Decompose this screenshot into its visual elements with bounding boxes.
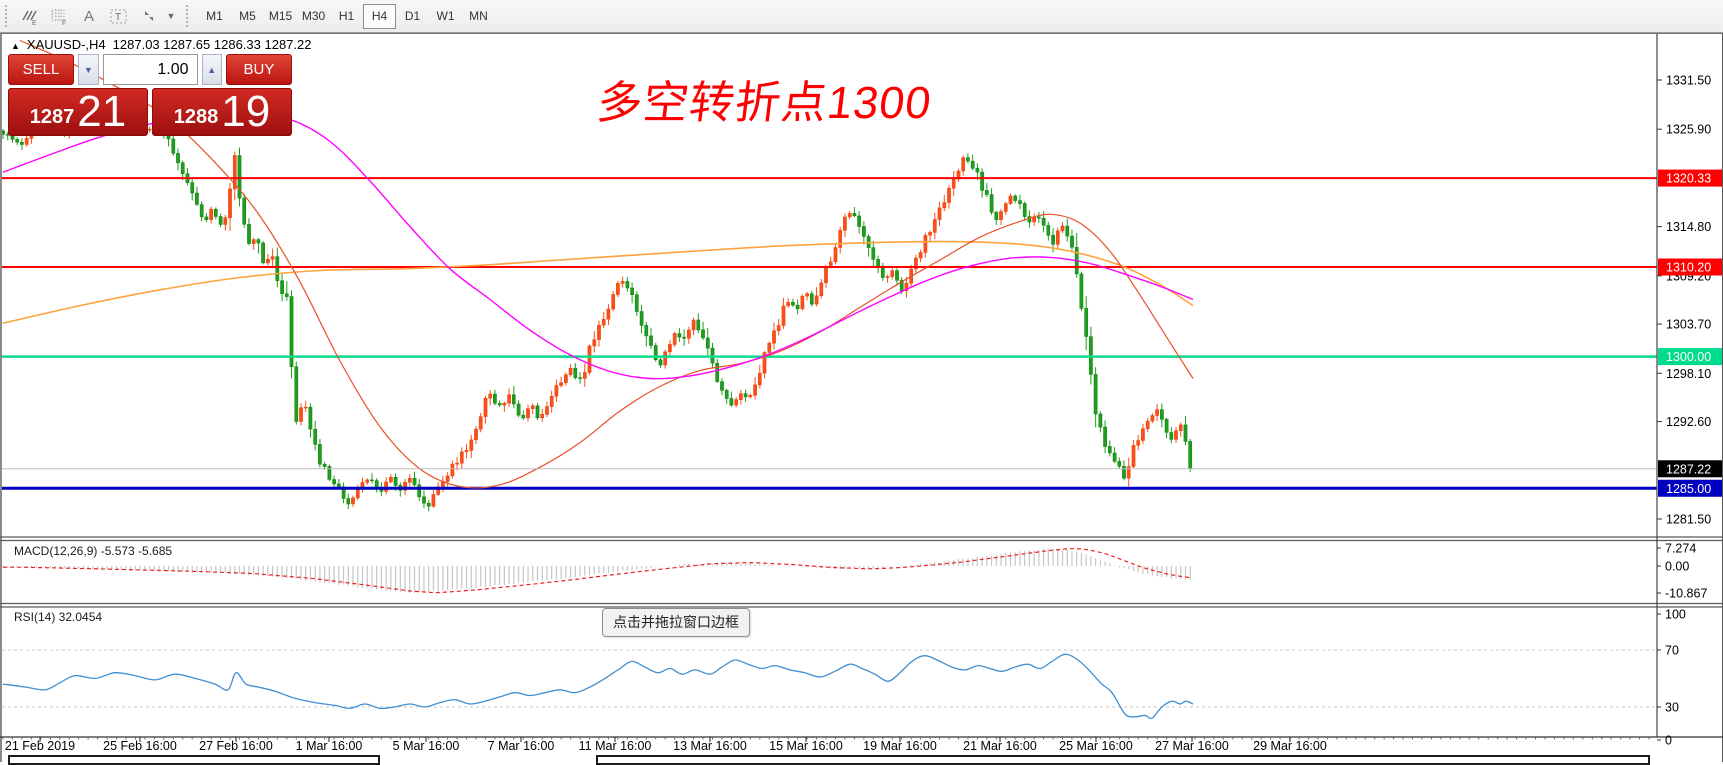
drag-window-tooltip: 点击并拖拉窗口边框 (602, 608, 750, 637)
symbol-ohlc: 1287.03 1287.65 1286.33 1287.22 (112, 37, 312, 52)
svg-text:1298.10: 1298.10 (1666, 367, 1711, 381)
svg-text:7.274: 7.274 (1665, 542, 1696, 556)
macd-label: MACD(12,26,9) -5.573 -5.685 (14, 544, 173, 558)
indicators-icon[interactable]: E (14, 3, 44, 29)
axes: 1331.501325.901314.801309.201303.701298.… (0, 34, 1723, 753)
svg-text:F: F (62, 20, 66, 26)
timeframe-buttons: M1 M5 M15 M30 H1 H4 D1 W1 MN (198, 3, 495, 29)
rsi-pane (2, 649, 1657, 720)
svg-text:1303.70: 1303.70 (1666, 318, 1711, 332)
volume-down-button[interactable]: ▼ (78, 54, 99, 85)
bottom-window-edge-right[interactable] (596, 755, 1650, 765)
text-label-icon[interactable]: T (104, 3, 134, 29)
x-axis-label: 13 Mar 16:00 (673, 739, 747, 753)
x-axis-label: 27 Feb 16:00 (199, 739, 273, 753)
timeframe-tab-M1[interactable]: M1 (206, 9, 223, 23)
x-axis-label: 15 Mar 16:00 (769, 739, 843, 753)
ask-price-big: 19 (221, 86, 271, 136)
ask-quote[interactable]: 1288 19 (152, 88, 292, 136)
volume-up-button[interactable]: ▲ (201, 54, 222, 85)
timeframe-tab-M15[interactable]: M15 (268, 9, 293, 23)
symbol-header: ▲ XAUUSD-,H4 1287.03 1287.65 1286.33 128… (11, 37, 311, 52)
main-pane (2, 39, 1657, 512)
svg-text:T: T (115, 12, 121, 23)
timeframe-tab-M30[interactable]: M30 (301, 9, 326, 23)
timeframe-tab-MN[interactable]: MN (469, 9, 488, 23)
x-axis-label: 19 Mar 16:00 (863, 739, 937, 753)
arrange-icon[interactable] (134, 3, 164, 29)
timeframe-tab-H4[interactable]: H4 (363, 3, 396, 29)
x-axis-label: 29 Mar 16:00 (1253, 739, 1327, 753)
x-axis-label: 25 Mar 16:00 (1059, 739, 1133, 753)
svg-text:0.00: 0.00 (1665, 560, 1689, 574)
chart-annotation-text: 多空转折点1300 (594, 77, 935, 128)
volume-input[interactable] (102, 54, 198, 85)
x-axis-label: 25 Feb 16:00 (103, 739, 177, 753)
x-axis-label: 5 Mar 16:00 (393, 739, 460, 753)
x-axis-label: 1 Mar 16:00 (296, 739, 363, 753)
svg-text:1292.60: 1292.60 (1666, 415, 1711, 429)
svg-text:30: 30 (1665, 701, 1679, 715)
toolbar-drag-handle[interactable] (5, 5, 11, 27)
bid-quote[interactable]: 1287 21 (8, 88, 148, 136)
chart-window (0, 33, 1723, 762)
svg-text:1314.80: 1314.80 (1666, 220, 1711, 234)
rsi-label: RSI(14) 32.0454 (14, 610, 103, 624)
svg-text:1281.50: 1281.50 (1666, 513, 1711, 527)
svg-text:1287.22: 1287.22 (1666, 462, 1711, 476)
svg-text:0: 0 (1665, 734, 1672, 748)
chart-marker-icon: ▲ (11, 41, 20, 51)
x-axis-label: 21 Feb 2019 (5, 739, 75, 753)
timeframe-tab-D1[interactable]: D1 (404, 9, 421, 23)
macd-pane (2, 548, 1192, 594)
one-click-trade-panel: SELL ▼ ▲ BUY 1287 21 1288 19 (8, 54, 292, 136)
svg-text:1320.33: 1320.33 (1666, 172, 1711, 186)
svg-text:1331.50: 1331.50 (1666, 74, 1711, 88)
x-axis-label: 27 Mar 16:00 (1155, 739, 1229, 753)
sell-button[interactable]: SELL (8, 54, 75, 85)
x-axis-label: 11 Mar 16:00 (579, 739, 652, 753)
toolbar-separator (186, 5, 194, 27)
ask-price-small: 1288 (173, 106, 219, 128)
x-axis-label: 7 Mar 16:00 (488, 739, 555, 753)
svg-text:-10.867: -10.867 (1665, 587, 1707, 601)
svg-text:1300.00: 1300.00 (1666, 350, 1711, 364)
svg-text:1325.90: 1325.90 (1666, 123, 1711, 137)
timeframe-tab-H1[interactable]: H1 (338, 9, 355, 23)
bid-price-small: 1287 (29, 106, 75, 128)
bid-price-big: 21 (77, 86, 127, 136)
toolbar: E F A T ▼ M1 M5 M15 M30 H1 H4 D1 W1 MN (0, 0, 1723, 33)
x-axis-label: 21 Mar 16:00 (963, 739, 1037, 753)
dropdown-caret-icon[interactable]: ▼ (166, 11, 176, 21)
svg-text:1285.00: 1285.00 (1666, 482, 1711, 496)
buy-button[interactable]: BUY (225, 54, 292, 85)
svg-text:1310.20: 1310.20 (1666, 261, 1711, 275)
text-a-icon[interactable]: A (83, 7, 94, 25)
svg-text:70: 70 (1665, 644, 1679, 658)
timeframe-tab-W1[interactable]: W1 (436, 9, 455, 23)
symbol-title: XAUUSD-,H4 (26, 37, 106, 52)
bottom-window-edge-left[interactable] (8, 755, 380, 765)
svg-text:100: 100 (1665, 608, 1686, 622)
timeframe-tab-M5[interactable]: M5 (239, 9, 256, 23)
grid-icon[interactable]: F (44, 3, 74, 29)
svg-text:E: E (32, 20, 37, 26)
